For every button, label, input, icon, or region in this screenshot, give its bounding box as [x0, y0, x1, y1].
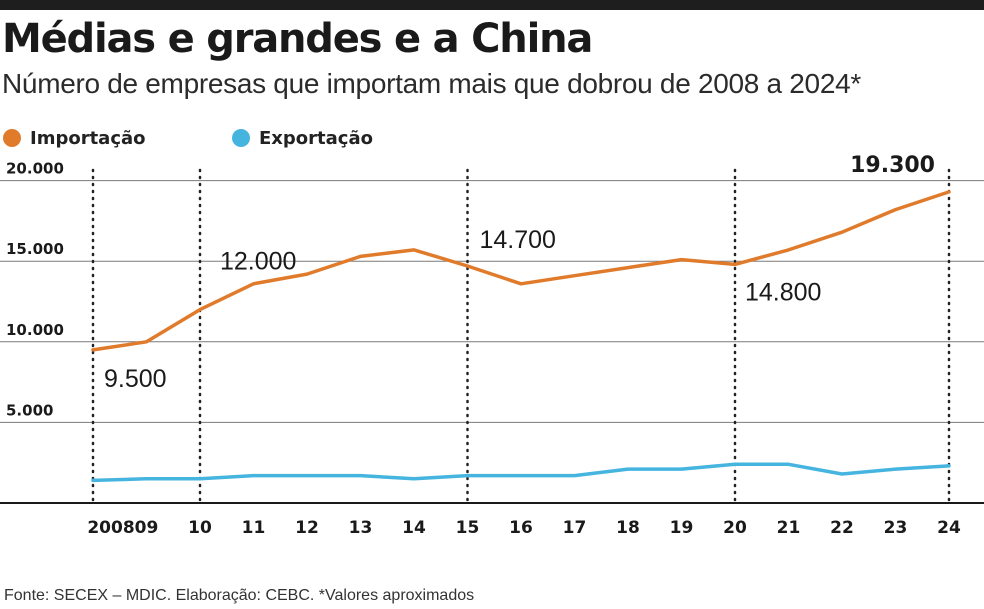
- y-tick-label: 15.000: [6, 240, 64, 258]
- x-tick-label: 24: [937, 518, 961, 538]
- legend-item-import: Importação: [3, 124, 146, 152]
- x-tick-label: 22: [830, 518, 854, 538]
- x-tick-label: 18: [616, 518, 640, 538]
- x-tick-label: 14: [402, 518, 426, 538]
- import-series-line: [91, 190, 951, 352]
- x-tick-label: 2008: [87, 518, 134, 538]
- y-tick-label: 20.000: [6, 160, 64, 178]
- x-tick-label: 21: [777, 518, 801, 538]
- x-tick-label: 09: [135, 518, 159, 538]
- export-series-line: [91, 462, 951, 483]
- data-label: 9.500: [104, 365, 167, 393]
- x-tick-label: 20: [723, 518, 747, 538]
- import-dot-icon: [3, 129, 21, 147]
- x-tick-label: 11: [242, 518, 266, 538]
- data-label: 14.700: [480, 226, 556, 254]
- data-label: 12.000: [220, 248, 296, 276]
- x-tick-label: 23: [884, 518, 908, 538]
- x-tick-label: 17: [563, 518, 587, 538]
- x-tick-label: 19: [670, 518, 694, 538]
- top-rule: [0, 0, 984, 10]
- legend-label-export: Exportação: [259, 127, 373, 149]
- data-label: 19.300: [850, 155, 935, 178]
- x-tick-label: 12: [295, 518, 319, 538]
- legend-item-export: Exportação: [232, 124, 373, 152]
- page-subtitle: Número de empresas que importam mais que…: [2, 68, 861, 99]
- line-chart: 5.00010.00015.00020.00025.00020080910111…: [0, 155, 984, 538]
- x-tick-label: 16: [509, 518, 533, 538]
- x-tick-label: 10: [188, 518, 212, 538]
- x-tick-label: 15: [456, 518, 480, 538]
- source-note: Fonte: SECEX – MDIC. Elaboração: CEBC. *…: [4, 587, 475, 604]
- page-title: Médias e grandes e a China: [2, 16, 593, 62]
- legend-label-import: Importação: [30, 127, 146, 149]
- x-tick-label: 13: [349, 518, 373, 538]
- y-tick-label: 5.000: [6, 401, 53, 419]
- export-dot-icon: [232, 129, 250, 147]
- y-tick-label: 10.000: [6, 321, 64, 339]
- data-label: 14.800: [745, 278, 821, 306]
